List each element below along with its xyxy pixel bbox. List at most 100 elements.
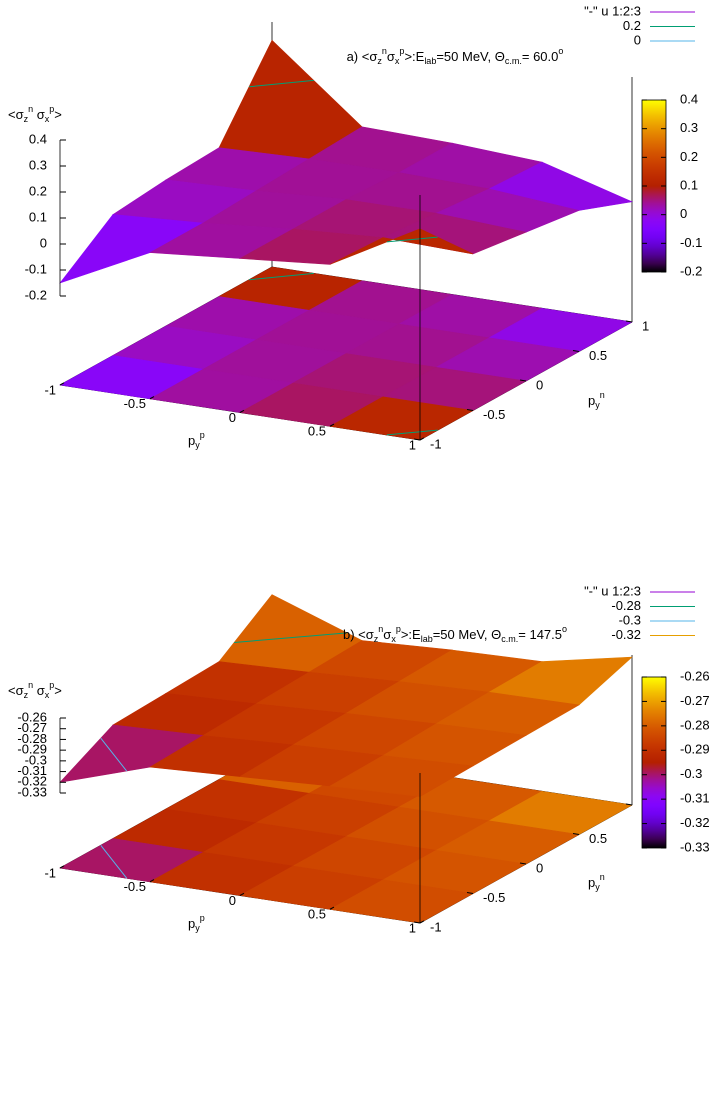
contour-line	[234, 632, 348, 643]
chart-title-part: = 147.5	[518, 627, 562, 642]
x-tick-label: 0.5	[308, 424, 326, 439]
x-tick-label: -1	[44, 865, 56, 880]
x-tick	[329, 906, 335, 910]
x-tick-label: 0	[229, 893, 236, 908]
chart-title-part: b) <σ	[343, 627, 374, 642]
x-tick-label: -1	[44, 382, 56, 397]
x-tick-label: 0.5	[308, 907, 326, 922]
z-axis-label-part: n	[28, 104, 33, 114]
x-tick-label: -0.5	[124, 879, 146, 894]
chart-title: b) <σznσxp>:Elab=50 MeV, Θc.m.= 147.5o	[343, 624, 567, 644]
z-tick-label: -0.32	[17, 774, 47, 789]
colorbar-tick-label: -0.31	[680, 791, 710, 806]
z-axis-label-part: <σ	[8, 107, 24, 122]
y-tick-label: -1	[430, 436, 442, 451]
chart-title-part: =50 MeV, Θ	[436, 49, 505, 64]
colorbar-tick-label: -0.28	[680, 717, 710, 732]
z-tick-label: -0.2	[25, 287, 47, 302]
x-tick-label: -0.5	[124, 396, 146, 411]
x-tick	[149, 879, 155, 883]
z-axis-label: <σzn σxp>	[8, 104, 62, 124]
x-tick-label: 1	[409, 437, 416, 452]
y-tick	[625, 320, 633, 323]
y-tick-label: 0	[536, 377, 543, 392]
y-tick	[572, 833, 580, 835]
z-axis-label-part: z	[24, 690, 29, 700]
y-tick	[625, 803, 633, 806]
y-tick	[413, 921, 421, 924]
x-tick	[419, 920, 425, 924]
contour-line	[248, 79, 314, 88]
colorbar-tick-label: -0.29	[680, 742, 710, 757]
y-axis-label-part: p	[588, 875, 595, 890]
chart-title: a) <σznσxp>:Elab=50 MeV, Θc.m.= 60.0o	[347, 46, 564, 66]
z-axis-label-part: σ	[33, 683, 45, 698]
surface-plot: -0.2 -0.1 0 0.1 0.2 0.3 0.4 -1 -0.5 0 0.5 1 -1 -0.5 0 0…	[25, 3, 703, 452]
colorbar-tick-label: -0.26	[680, 668, 710, 683]
z-axis-label-part: x	[45, 690, 50, 700]
legend-label: "-" u 1:2:3	[584, 583, 641, 598]
z-tick-label: -0.31	[17, 763, 47, 778]
y-tick	[572, 350, 580, 352]
x-axis-label-part: y	[195, 440, 200, 450]
y-tick-label: -0.5	[483, 407, 505, 422]
chart-title-part: z	[374, 634, 379, 644]
chart-title-part: lab	[421, 634, 433, 644]
contour-line	[386, 429, 438, 436]
z-axis-label-part: σ	[33, 107, 45, 122]
z-tick-label: 0.3	[29, 157, 47, 172]
colorbar-tick-label: 0	[680, 206, 687, 221]
x-tick	[329, 423, 335, 427]
contour-line	[100, 737, 128, 772]
y-axis-label: pyn	[588, 872, 605, 892]
chart-title-part: =50 MeV, Θ	[433, 627, 502, 642]
legend-label: -0.32	[611, 627, 641, 642]
y-tick-label: 0.5	[589, 348, 607, 363]
z-tick-label: -0.27	[17, 720, 47, 735]
colorbar-tick-label: -0.32	[680, 815, 710, 830]
chart-title-part: c.m.	[501, 634, 518, 644]
surface-cell	[329, 755, 474, 797]
z-axis-label-part: p	[49, 104, 54, 114]
x-axis-label-part: p	[188, 916, 195, 931]
y-tick	[519, 862, 527, 865]
chart-title-part: >:E	[401, 627, 421, 642]
z-axis-label: <σzn σxp>	[8, 680, 62, 700]
z-tick-label: -0.26	[17, 709, 47, 724]
chart-title-part: p	[396, 624, 401, 634]
z-tick-label: 0.1	[29, 209, 47, 224]
chart-title-part: o	[558, 46, 563, 56]
x-axis-label: pyp	[188, 913, 205, 933]
chart-title-part: o	[562, 624, 567, 634]
colorbar-tick-label: 0.1	[680, 177, 698, 192]
legend-label: -0.3	[619, 612, 641, 627]
colorbar-tick-label: -0.33	[680, 839, 710, 854]
colorbar-tick-label: -0.1	[680, 235, 702, 250]
y-axis-label-part: p	[588, 393, 595, 408]
z-axis-label-part: z	[24, 114, 29, 124]
chart-title-part: p	[399, 46, 404, 56]
chart-title-part: lab	[424, 56, 436, 66]
x-tick-label: 0	[229, 410, 236, 425]
colorbar-tick-label: -0.27	[680, 693, 710, 708]
colorbar	[641, 676, 667, 849]
y-axis-label-part: y	[595, 400, 600, 410]
y-tick-label: 0.5	[589, 831, 607, 846]
chart-title-part: x	[391, 634, 396, 644]
contour-line	[386, 236, 438, 243]
chart-title-part: z	[377, 56, 382, 66]
x-tick	[149, 396, 155, 400]
y-axis-label-part: y	[595, 882, 600, 892]
z-tick-label: -0.1	[25, 261, 47, 276]
z-axis-label-part: p	[49, 680, 54, 690]
colorbar-tick-label: 0.4	[680, 91, 698, 106]
colorbar-tick-label: 0.3	[680, 120, 698, 135]
y-tick	[519, 379, 527, 382]
y-tick-label: -0.5	[483, 890, 505, 905]
x-axis-label-part: y	[195, 923, 200, 933]
x-tick	[59, 382, 65, 386]
legend-label: 0.2	[623, 18, 641, 33]
z-axis-label-part: x	[45, 114, 50, 124]
y-tick-label: -1	[430, 919, 442, 934]
